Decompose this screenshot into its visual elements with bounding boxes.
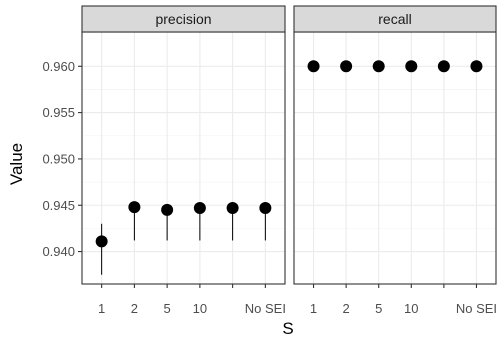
data-point — [128, 201, 141, 214]
data-point — [95, 235, 108, 248]
data-point — [226, 202, 239, 215]
panel-recall: recall 1 2 5 10 No SEI — [293, 5, 497, 316]
data-point — [372, 60, 385, 73]
facet-strip — [293, 5, 497, 33]
panel-background — [294, 32, 496, 284]
x-tick-label: 10 — [404, 301, 418, 316]
y-tick-label: 0.960 — [42, 59, 75, 74]
data-point — [193, 202, 206, 215]
x-tick-label: 2 — [343, 301, 350, 316]
x-tick-label: 1 — [310, 301, 317, 316]
data-point — [437, 60, 450, 73]
y-axis-title: Value — [7, 143, 26, 185]
x-tick-label: 5 — [164, 301, 171, 316]
x-tick-label: 1 — [98, 301, 105, 316]
data-point — [340, 60, 353, 73]
data-point — [161, 203, 174, 216]
panel-precision: precision 1 2 5 10 No SEI — [81, 5, 286, 316]
data-point — [259, 202, 272, 215]
x-axis-title: S — [282, 319, 293, 338]
y-tick-label: 0.955 — [42, 105, 75, 120]
x-tick-label: No SEI — [456, 301, 497, 316]
x-tick-label: No SEI — [245, 301, 286, 316]
y-tick-label: 0.945 — [42, 198, 75, 213]
plot-area: precision 1 2 5 10 No SEI recall 1 2 5 10 No SEI 0.9… — [42, 5, 497, 316]
facet-strip-label: precision — [155, 11, 211, 27]
x-tick-label: 5 — [375, 301, 382, 316]
x-tick-label: 10 — [193, 301, 207, 316]
facet-strip-label: recall — [378, 11, 411, 27]
y-tick-label: 0.940 — [42, 244, 75, 259]
facet-strip — [81, 5, 286, 33]
x-tick-label: 2 — [131, 301, 138, 316]
panel-background — [82, 32, 285, 284]
y-tick-label: 0.950 — [42, 151, 75, 166]
data-point — [405, 60, 418, 73]
data-point — [307, 60, 320, 73]
data-point — [470, 60, 483, 73]
